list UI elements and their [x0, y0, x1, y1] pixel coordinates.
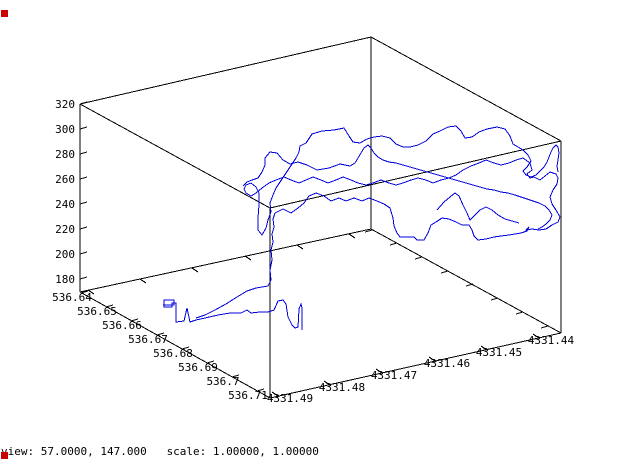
mirror-tick — [87, 289, 95, 295]
mirror-tick — [490, 297, 499, 301]
track-tail — [163, 299, 303, 330]
z-tick — [79, 101, 88, 105]
x-tick-label: 536.69 — [178, 361, 218, 374]
y-tick-label: 4331.46 — [424, 357, 470, 370]
box-edge — [370, 228, 562, 334]
view-status-text: view: 57.0000, 147.000 scale: 1.00000, 1… — [1, 445, 319, 458]
box-edge — [79, 228, 372, 293]
track-wiggle — [436, 192, 520, 224]
y-tick-label: 4331.48 — [319, 381, 365, 394]
mirror-tick — [191, 267, 199, 273]
x-tick-label: 536.65 — [77, 305, 117, 318]
y-tick — [375, 368, 383, 374]
z-tick — [79, 151, 88, 155]
box-edge — [269, 140, 562, 209]
z-tick — [79, 176, 88, 180]
y-tick — [532, 333, 540, 339]
z-tick — [79, 251, 88, 255]
red-marker-top — [1, 10, 8, 17]
mirror-tick — [296, 244, 304, 250]
y-tick — [428, 356, 436, 362]
box-edge — [370, 36, 562, 142]
z-tick-label: 300 — [55, 123, 75, 136]
x-tick — [256, 388, 265, 392]
mirror-tick — [515, 311, 524, 315]
y-tick-label: 4331.45 — [476, 346, 522, 359]
x-tick-label: 536.64 — [52, 291, 92, 304]
box-edge — [79, 291, 271, 399]
mirror-tick — [389, 242, 398, 246]
box-edge — [79, 36, 372, 105]
z-tick-label: 200 — [55, 248, 75, 261]
mirror-tick — [348, 233, 356, 239]
x-tick-label: 536.67 — [128, 333, 168, 346]
x-tick — [80, 290, 89, 294]
z-tick-label: 180 — [55, 273, 75, 286]
x-tick-label: 536.66 — [102, 319, 142, 332]
mirror-tick — [440, 270, 449, 274]
z-tick-label: 260 — [55, 173, 75, 186]
z-tick — [79, 226, 88, 230]
z-tick-label: 280 — [55, 148, 75, 161]
y-tick — [480, 345, 488, 351]
y-tick — [323, 380, 331, 386]
box-edge — [79, 103, 271, 209]
y-tick — [271, 391, 279, 397]
y-tick-label: 4331.49 — [267, 392, 313, 405]
x-tick-label: 536.71 — [228, 389, 268, 402]
track-strand2 — [242, 144, 553, 230]
red-marker-bottom — [1, 452, 8, 459]
mirror-tick — [540, 325, 549, 329]
z-tick-label: 320 — [55, 98, 75, 111]
box-edge — [269, 332, 562, 399]
mirror-tick — [244, 255, 252, 261]
z-tick — [79, 126, 88, 130]
mirror-tick — [139, 278, 147, 284]
z-tick — [79, 201, 88, 205]
x-tick-label: 536.7 — [206, 375, 239, 388]
z-tick — [79, 276, 88, 280]
track-rise — [195, 212, 276, 319]
x-tick — [156, 332, 165, 336]
x-tick — [181, 346, 190, 350]
z-tick-label: 220 — [55, 223, 75, 236]
mirror-tick — [414, 256, 423, 260]
y-tick-label: 4331.47 — [371, 369, 417, 382]
x-tick — [105, 304, 114, 308]
x-tick — [231, 374, 240, 378]
mirror-tick — [364, 229, 373, 233]
y-tick-label: 4331.44 — [528, 334, 575, 347]
track-main — [243, 125, 561, 241]
z-tick-label: 240 — [55, 198, 75, 211]
mirror-tick — [465, 283, 474, 287]
x-tick — [130, 318, 139, 322]
x-tick — [206, 360, 215, 364]
x-tick-label: 536.68 — [153, 347, 193, 360]
